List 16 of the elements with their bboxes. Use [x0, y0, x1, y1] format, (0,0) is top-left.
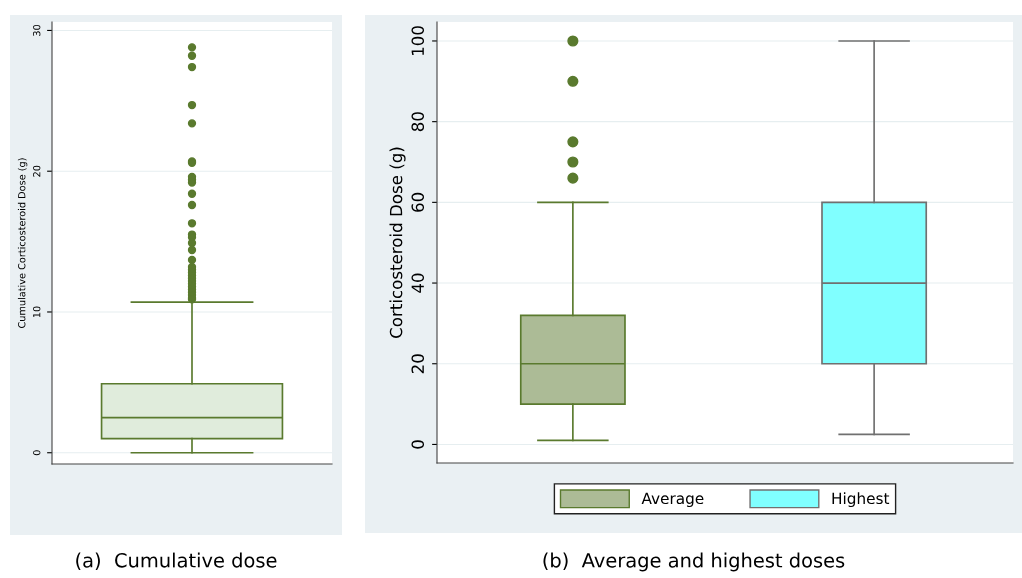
text: (b) Average and highest doses [543, 552, 845, 572]
y-tick-label: 80 [411, 112, 425, 132]
legend-label: Highest [832, 492, 890, 508]
y-tick-label: 0 [411, 440, 425, 449]
y-tick-label: 40 [411, 273, 425, 293]
y-axis-title: Corticosteroid Dose (g) [389, 147, 406, 338]
y-tick-label: 60 [411, 192, 425, 212]
y-tick-label: 100 [411, 26, 425, 56]
legend-label: Average [641, 492, 704, 508]
y-tick-label: 20 [33, 165, 41, 177]
y-tick-label: 20 [411, 354, 425, 374]
y-tick-label: 0 [33, 450, 41, 456]
y-tick-label: 30 [33, 24, 41, 36]
text: (a) Cumulative dose [76, 552, 277, 570]
y-tick-label: 10 [33, 306, 41, 318]
y-axis-title: Cumulative Corticosteroid Dose (g) [17, 158, 28, 328]
